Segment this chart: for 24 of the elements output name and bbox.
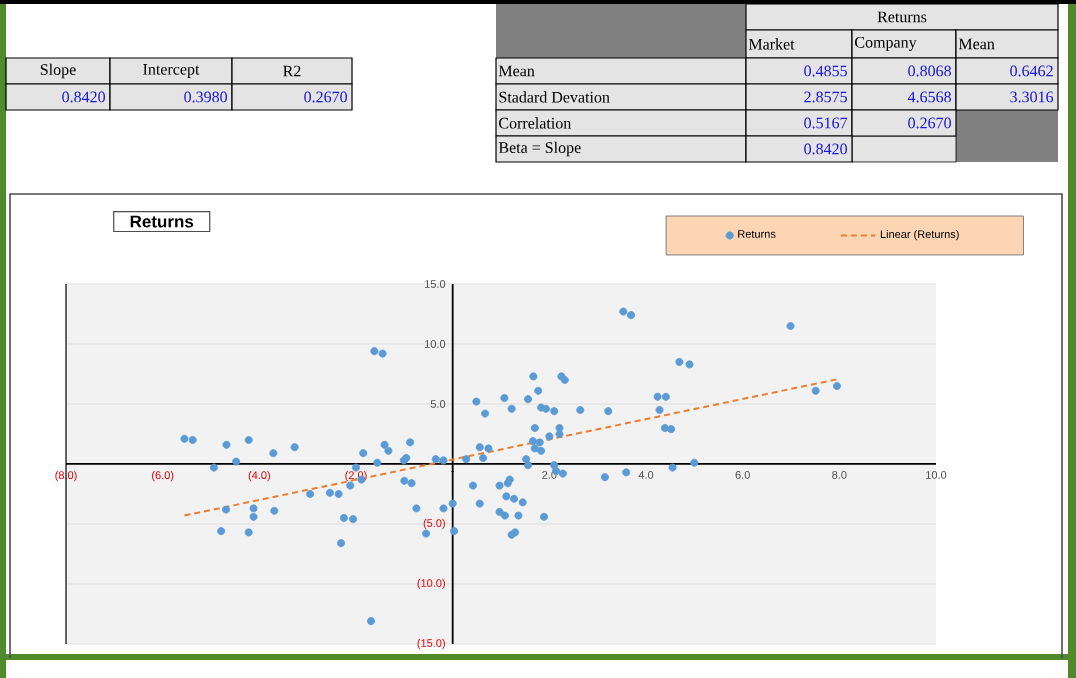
text: Market [748,38,795,50]
chart-title: Returns [130,215,194,228]
text: Company [855,36,917,51]
text: 0.8420 [62,91,106,103]
text: Correlation [499,117,572,129]
text: Stadard Devation [499,91,610,103]
text: Mean [498,65,535,77]
text: Returns [877,11,927,23]
text: 0.8420 [804,143,847,155]
text: 4.6568 [907,91,951,103]
text: R2 [283,65,301,77]
text: Slope [40,63,76,79]
text: 0.6462 [1010,65,1053,77]
text: 0.8068 [908,65,951,77]
text: 3.3016 [1010,91,1054,103]
text: Mean [958,38,995,50]
text: Beta = Slope [498,141,581,157]
text: 0.4855 [804,65,847,77]
text: 2.8575 [804,91,847,103]
text: Intercept [143,64,200,78]
text: 0.2670 [908,117,951,129]
text: 0.3980 [184,91,228,103]
text: 0.2670 [304,91,348,103]
text: 0.5167 [804,117,848,129]
